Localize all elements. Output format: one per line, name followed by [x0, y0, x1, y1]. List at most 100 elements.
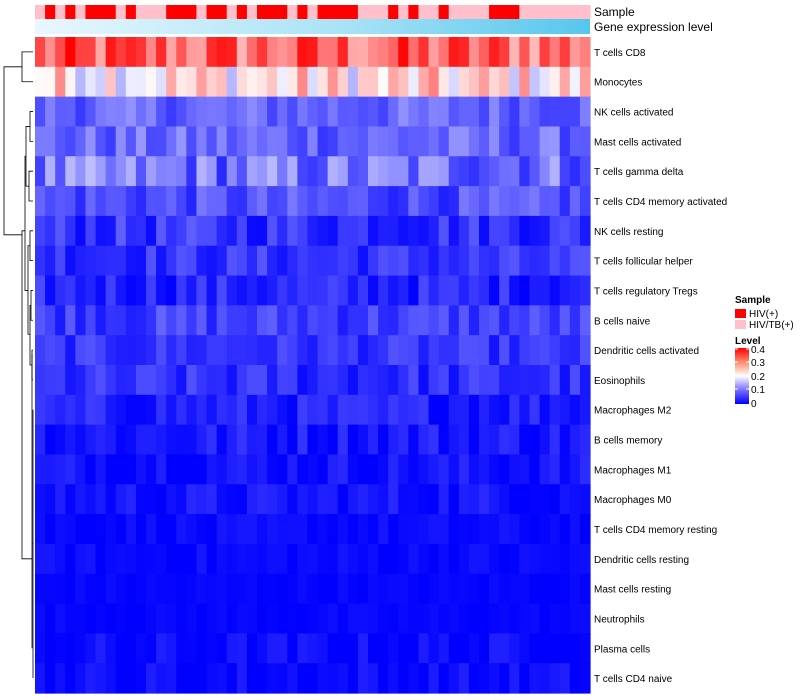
heatmap-cell: [468, 96, 480, 128]
heatmap-cell: [176, 394, 187, 426]
heatmap-cell: [196, 514, 208, 545]
heatmap-cell: [357, 186, 369, 217]
heatmap-cell: [226, 305, 238, 336]
heatmap-cell: [236, 454, 248, 485]
heatmap-cell: [378, 663, 389, 694]
sample-annotation-cell: [317, 5, 329, 19]
heatmap-cell: [398, 365, 409, 396]
heatmap-cell: [65, 573, 76, 605]
heatmap-cell: [347, 543, 359, 575]
heatmap-cell: [297, 603, 309, 634]
heatmap-cell: [388, 245, 399, 277]
heatmap-cell: [569, 215, 581, 247]
heatmap-cell: [327, 603, 339, 634]
heatmap-cell: [105, 305, 117, 336]
heatmap-cell: [65, 633, 76, 664]
heatmap-cell: [226, 156, 238, 187]
heatmap-cell: [398, 603, 409, 634]
heatmap-cell: [156, 335, 167, 366]
heatmap-cell: [35, 245, 46, 277]
heatmap-cell: [559, 186, 571, 217]
heatmap-cell: [509, 96, 520, 128]
heatmap-cell: [398, 275, 409, 306]
heatmap-cell: [176, 424, 187, 456]
dendrogram-branch: [28, 170, 33, 202]
heatmap-cell: [549, 365, 561, 396]
heatmap-cell: [539, 186, 551, 217]
heatmap-cell: [95, 96, 107, 128]
heatmap-cell: [226, 365, 238, 396]
heatmap-cell: [146, 275, 157, 306]
heatmap-cell: [317, 37, 329, 68]
heatmap-cell: [35, 66, 46, 98]
heatmap-cell: [196, 365, 208, 396]
heatmap-cell: [186, 126, 198, 157]
heatmap-cell: [95, 663, 107, 694]
heatmap-cell: [458, 66, 470, 98]
heatmap-cell: [468, 543, 480, 575]
row-label: NK cells resting: [594, 227, 663, 238]
heatmap-cell: [45, 96, 56, 128]
heatmap-cell: [277, 96, 288, 128]
heatmap-cell: [85, 156, 97, 187]
heatmap-cell: [438, 663, 450, 694]
heatmap-cell: [398, 305, 409, 336]
heatmap-cell: [357, 96, 369, 128]
heatmap-cell: [65, 484, 76, 515]
heatmap-cell: [75, 663, 87, 694]
heatmap-cell: [85, 126, 97, 157]
heatmap-cell: [257, 424, 268, 456]
heatmap-cell: [216, 245, 228, 277]
heatmap-cell: [176, 156, 187, 187]
heatmap-cell: [75, 633, 87, 664]
heatmap-cell: [176, 633, 187, 664]
heatmap-cell: [539, 394, 551, 426]
heatmap-cell: [579, 186, 591, 217]
heatmap-cell: [125, 335, 137, 366]
heatmap-cell: [95, 454, 107, 485]
heatmap-cell: [105, 215, 117, 247]
heatmap-cell: [156, 633, 167, 664]
heatmap-cell: [257, 275, 268, 306]
sample-annotation-cell: [277, 5, 288, 19]
heatmap-cell: [45, 543, 56, 575]
sample-annotation-cell: [236, 5, 248, 19]
heatmap-cell: [378, 365, 389, 396]
heatmap-cell: [499, 543, 510, 575]
heatmap-cell: [368, 394, 379, 426]
heatmap-cell: [206, 424, 218, 456]
heatmap-cell: [398, 37, 409, 68]
heatmap-cell: [85, 633, 97, 664]
heatmap-cell: [448, 156, 460, 187]
heatmap-cell: [95, 514, 107, 545]
heatmap-cell: [55, 96, 66, 128]
heatmap-cell: [156, 37, 167, 68]
heatmap-cell: [75, 603, 87, 634]
heatmap-cell: [408, 335, 420, 366]
heatmap-cell: [135, 424, 147, 456]
heatmap-cell: [347, 156, 359, 187]
heatmap-cell: [438, 335, 450, 366]
heatmap-cell: [196, 275, 208, 306]
heatmap-cell: [267, 96, 278, 128]
heatmap-cell: [408, 305, 420, 336]
heatmap-cell: [277, 484, 288, 515]
heatmap-cell: [176, 573, 187, 605]
heatmap-cell: [428, 335, 440, 366]
heatmap-cell: [287, 603, 298, 634]
heatmap-cell: [378, 245, 389, 277]
heatmap-cell: [509, 484, 520, 515]
heatmap-cell: [468, 186, 480, 217]
heatmap-cell: [267, 573, 278, 605]
heatmap-cell: [226, 37, 238, 68]
heatmap-cell: [327, 66, 339, 98]
row-label: NK cells activated: [594, 108, 673, 119]
heatmap-cell: [489, 394, 500, 426]
heatmap-cell: [297, 573, 309, 605]
heatmap-cell: [378, 633, 389, 664]
heatmap-cell: [368, 245, 379, 277]
legend-tick-0.4: 0.4: [751, 345, 765, 356]
heatmap-cell: [105, 603, 117, 634]
heatmap-cell: [519, 275, 531, 306]
heatmap-cell: [216, 335, 228, 366]
